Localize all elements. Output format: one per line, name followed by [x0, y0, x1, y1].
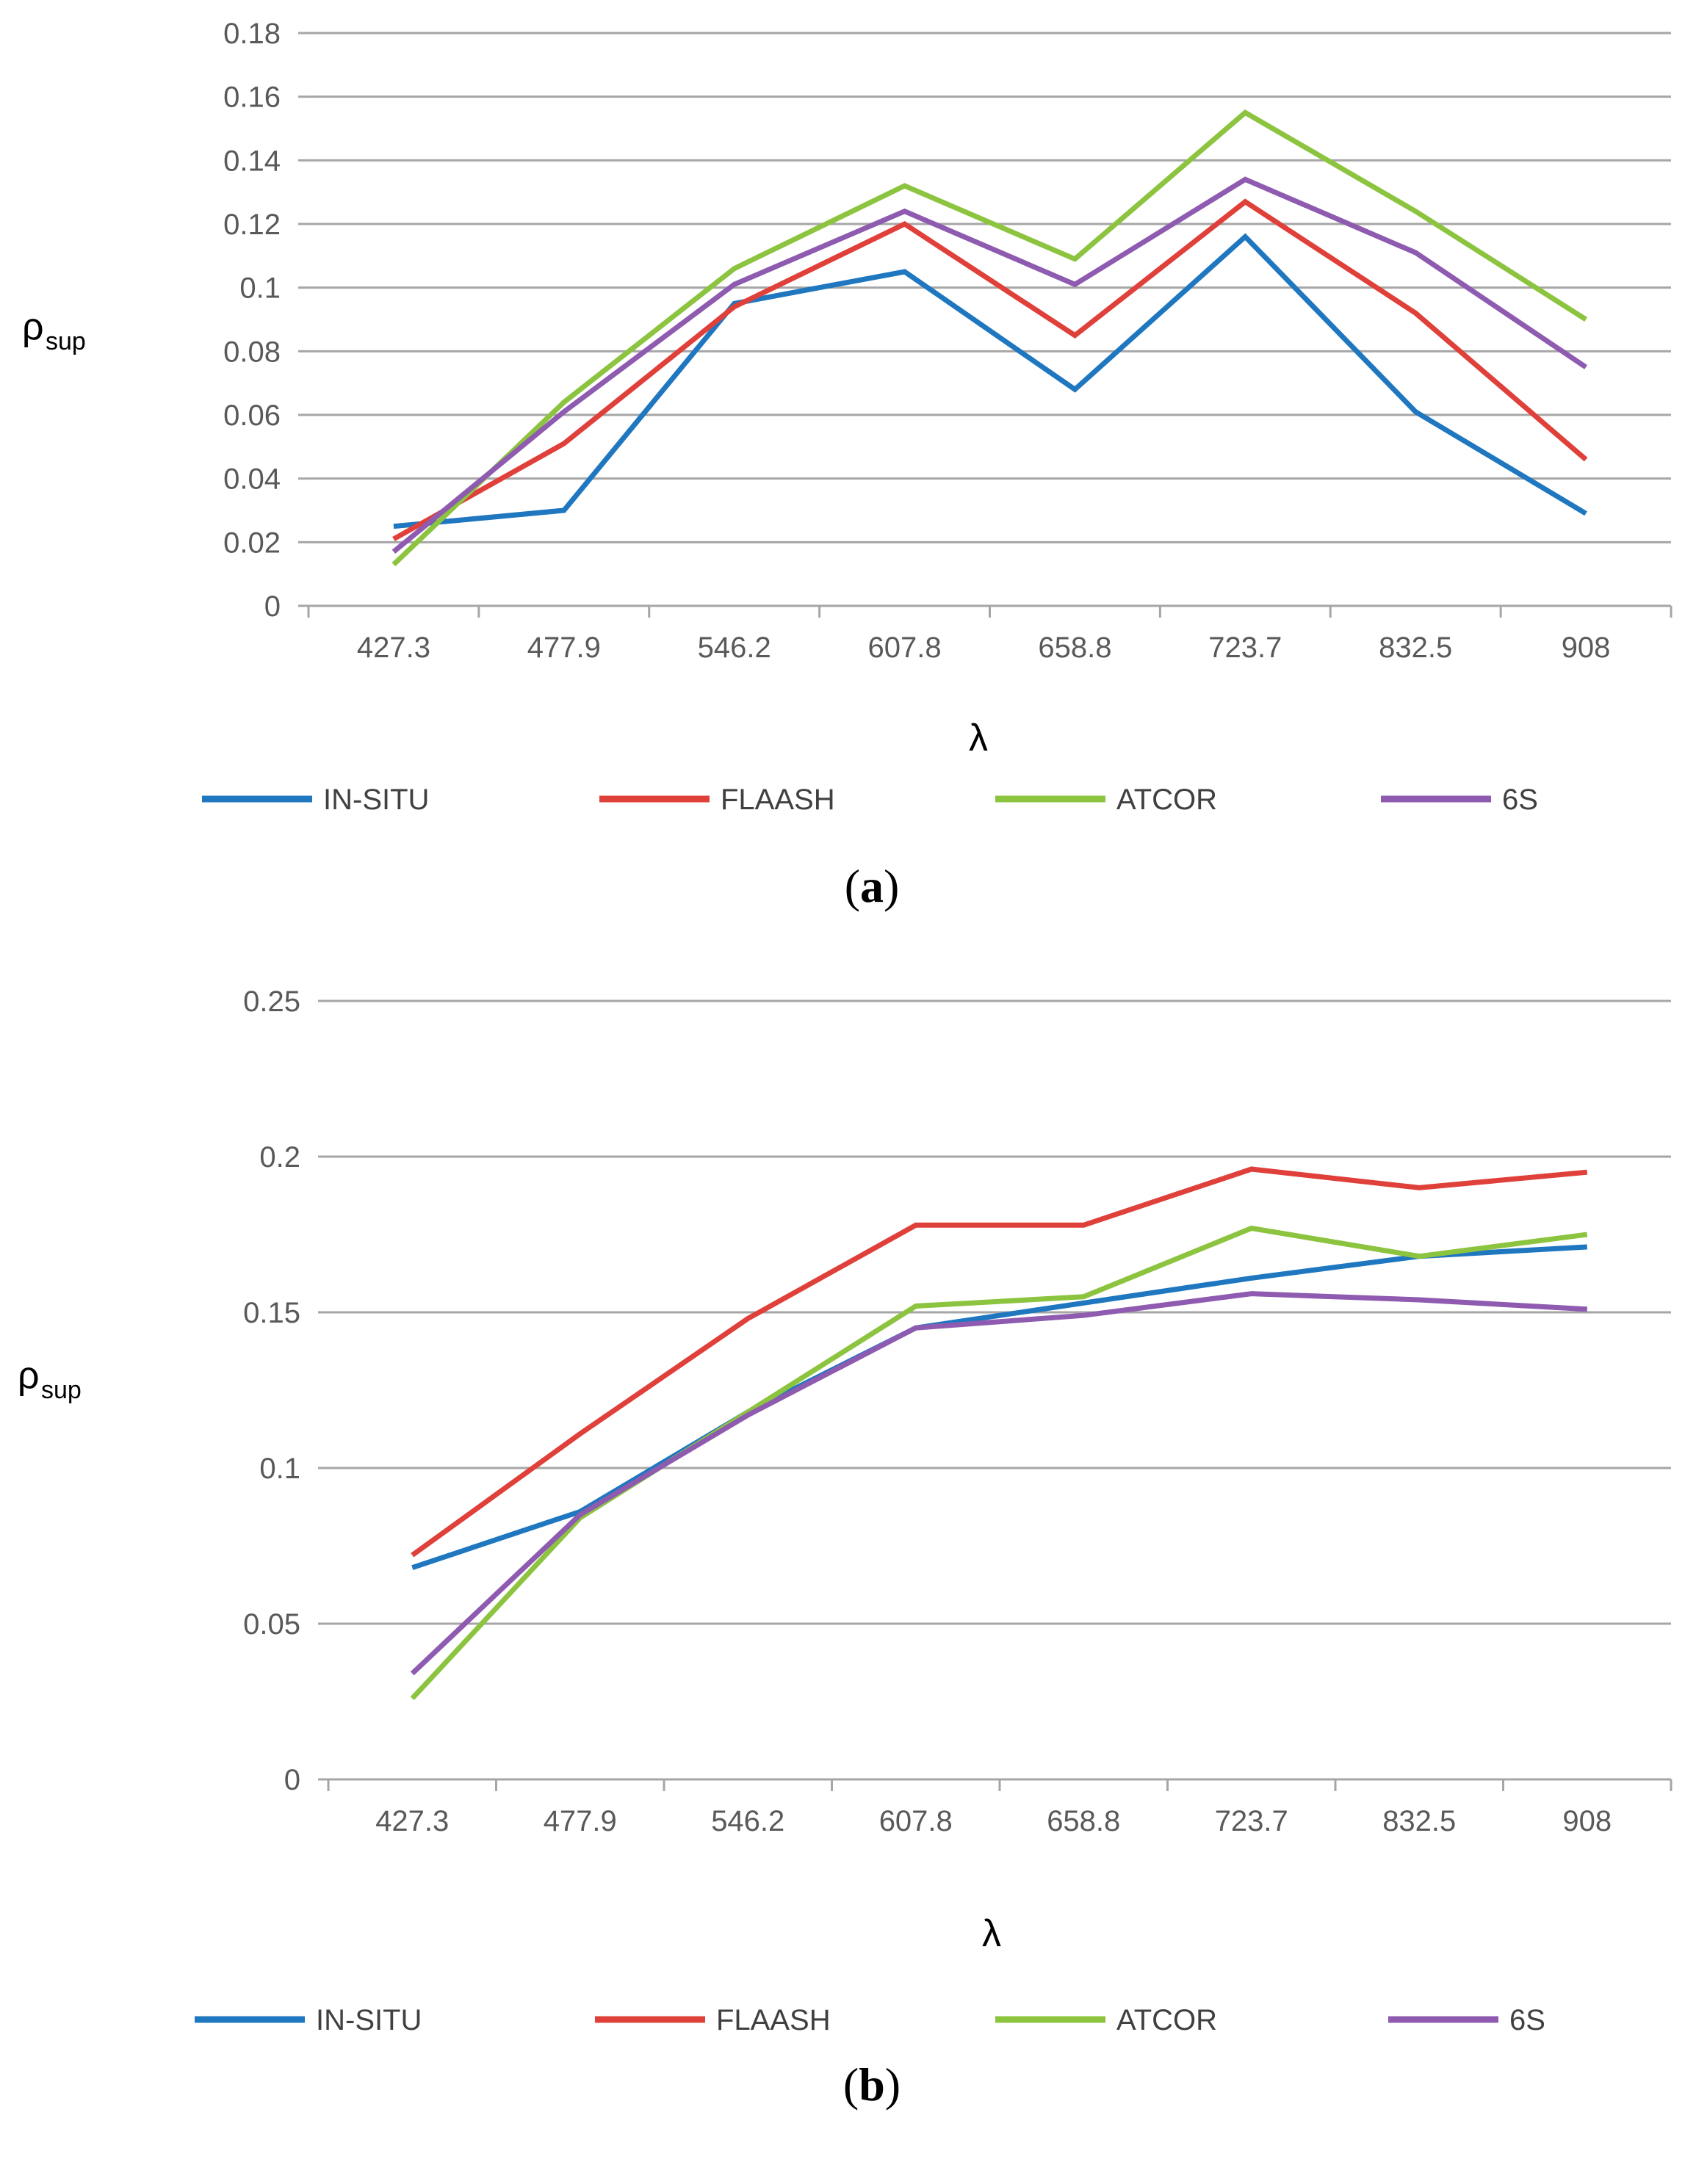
- y-tick-label: 0.15: [243, 1297, 300, 1329]
- y-tick-label: 0: [264, 590, 281, 623]
- y-tick-label: 0.05: [243, 1608, 300, 1641]
- panel-caption: (b): [843, 2058, 901, 2111]
- y-tick-label: 0.2: [259, 1141, 300, 1174]
- caption-letter: b: [859, 2058, 885, 2111]
- y-axis-label-subscript: sup: [46, 328, 86, 355]
- legend-label-atcor: ATCOR: [1116, 784, 1217, 816]
- legend-label-atcor: ATCOR: [1116, 2004, 1217, 2036]
- series-lines: [410, 1166, 1588, 1701]
- y-tick-label: 0.04: [223, 463, 281, 496]
- x-tick-label: 658.8: [1047, 1805, 1120, 1837]
- x-tick-label: 427.3: [357, 632, 430, 664]
- x-axis-label: λ: [982, 1912, 1001, 1955]
- y-tick-label: 0.08: [223, 336, 281, 368]
- x-tick-label: 723.7: [1215, 1805, 1288, 1837]
- series-line-flaash: [411, 1166, 1588, 1558]
- x-tick-label: 546.2: [711, 1805, 784, 1837]
- caption-open-paren: (: [845, 860, 860, 912]
- series-line-6s: [391, 176, 1588, 554]
- y-tick-label: 0.06: [223, 399, 281, 432]
- caption-close-paren: ): [885, 2058, 901, 2111]
- y-axis-label: ρ: [22, 305, 44, 348]
- y-tick-label: 0.14: [223, 145, 281, 177]
- legend-label-6s: 6S: [1509, 2004, 1545, 2036]
- x-tick-label: 908: [1562, 1805, 1612, 1837]
- x-axis-tick-labels: 427.3 477.9 546.2 607.8 658.8 723.7 832.5 908: [375, 1805, 1612, 1837]
- y-axis-tick-labels: 0 0.02 0.04 0.06 0.08 0.1 0.12 0.14 0.16 0.18: [223, 18, 281, 623]
- caption-letter: a: [860, 860, 884, 912]
- legend-label-6s: 6S: [1502, 784, 1538, 816]
- series-line-in-situ: [393, 233, 1587, 529]
- x-axis: [298, 32, 1672, 618]
- legend-label-in-situ: IN-SITU: [316, 2004, 422, 2036]
- caption-open-paren: (: [843, 2058, 859, 2111]
- legend-label-flaash: FLAASH: [721, 784, 835, 816]
- x-tick-label: 546.2: [698, 632, 771, 664]
- x-axis: [318, 999, 1672, 1791]
- y-tick-label: 0.02: [223, 527, 281, 559]
- gridlines: [328, 999, 1671, 1625]
- y-tick-label: 0.1: [259, 1453, 300, 1485]
- y-tick-label: 0: [284, 1764, 300, 1796]
- legend-label-flaash: FLAASH: [716, 2004, 831, 2036]
- x-axis-label: λ: [969, 717, 988, 759]
- series-line-flaash: [392, 198, 1588, 542]
- x-tick-label: 607.8: [879, 1805, 953, 1837]
- y-tick-label: 0.18: [223, 18, 281, 50]
- x-axis-tick-labels: 427.3 477.9 546.2 607.8 658.8 723.7 832.5 908: [357, 632, 1611, 664]
- y-tick-label: 0.1: [239, 272, 281, 305]
- panel-caption: (a): [845, 860, 900, 912]
- x-tick-label: 607.8: [868, 632, 942, 664]
- x-tick-label: 427.3: [375, 1805, 449, 1837]
- x-tick-label: 723.7: [1208, 632, 1282, 664]
- x-tick-label: 832.5: [1382, 1805, 1456, 1837]
- y-tick-label: 0.16: [223, 82, 281, 114]
- series-line-atcor: [391, 109, 1587, 567]
- series-line-in-situ: [411, 1244, 1587, 1571]
- y-axis-label-subscript: sup: [41, 1376, 82, 1404]
- x-tick-label: 908: [1562, 632, 1611, 664]
- legend-label-in-situ: IN-SITU: [323, 784, 429, 816]
- x-tick-label: 477.9: [527, 632, 601, 664]
- series-line-6s: [410, 1291, 1587, 1676]
- series-lines: [391, 109, 1588, 567]
- x-tick-label: 832.5: [1379, 632, 1452, 664]
- y-tick-label: 0.25: [243, 986, 300, 1018]
- caption-close-paren: ): [884, 860, 899, 912]
- legend: IN-SITU FLAASH ATCOR 6S: [195, 2004, 1545, 2036]
- y-axis-tick-labels: 0 0.05 0.1 0.15 0.2 0.25: [243, 986, 300, 1796]
- chart-panel-a: 0 0.02 0.04 0.06 0.08 0.1 0.12 0.14 0.16 0.18 427…: [22, 18, 1672, 912]
- chart-panel-b: 0 0.05 0.1 0.15 0.2 0.25 427.3 477.9 546.2 607.8…: [18, 986, 1672, 2111]
- x-tick-label: 658.8: [1038, 632, 1111, 664]
- x-tick-label: 477.9: [544, 1805, 617, 1837]
- legend: IN-SITU FLAASH ATCOR 6S: [202, 784, 1538, 816]
- y-tick-label: 0.12: [223, 209, 281, 241]
- y-axis-label: ρ: [18, 1354, 40, 1397]
